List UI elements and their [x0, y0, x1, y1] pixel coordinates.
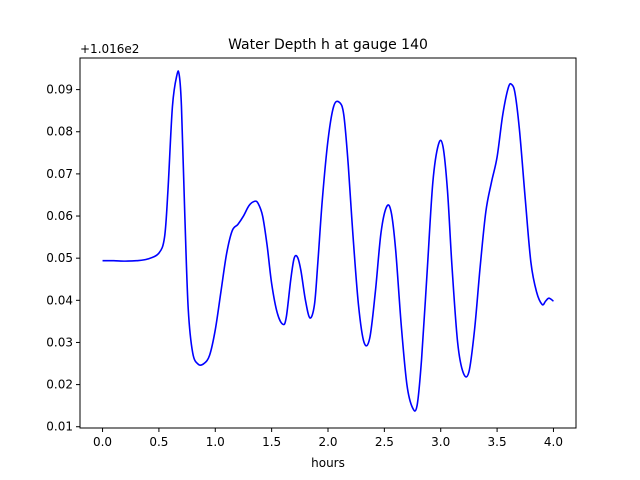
x-tick-label: 1.5 — [262, 435, 281, 449]
series-line — [102, 70, 554, 412]
y-tick-label: 0.03 — [46, 335, 73, 349]
y-tick-label: 0.02 — [46, 378, 73, 392]
x-axis-ticks: 0.0 0.5 1.0 1.5 2.0 2.5 3.0 3.5 4.0 — [93, 428, 563, 449]
chart-title: Water Depth h at gauge 140 — [228, 37, 428, 53]
y-axis-ticks: 0.01 0.02 0.03 0.04 0.05 0.06 0.07 0.08 0.09 — [46, 83, 80, 434]
series-layer — [102, 70, 554, 412]
y-tick-label: 0.06 — [46, 209, 73, 223]
y-tick-label: 0.05 — [46, 251, 73, 265]
x-tick-label: 4.0 — [544, 435, 563, 449]
x-tick-label: 3.5 — [488, 435, 507, 449]
y-offset-text: +1.016e2 — [80, 42, 139, 56]
plot-area-frame — [79, 57, 577, 429]
y-tick-label: 0.01 — [46, 420, 73, 434]
x-tick-label: 1.0 — [206, 435, 225, 449]
x-axis-label: hours — [311, 456, 345, 470]
y-tick-label: 0.04 — [46, 293, 73, 307]
y-tick-label: 0.08 — [46, 125, 73, 139]
x-tick-label: 2.0 — [318, 435, 337, 449]
x-tick-label: 2.5 — [375, 435, 394, 449]
x-tick-label: 3.0 — [431, 435, 450, 449]
x-tick-label: 0.5 — [149, 435, 168, 449]
x-tick-label: 0.0 — [93, 435, 112, 449]
y-tick-label: 0.09 — [46, 83, 73, 97]
y-tick-label: 0.07 — [46, 167, 73, 181]
